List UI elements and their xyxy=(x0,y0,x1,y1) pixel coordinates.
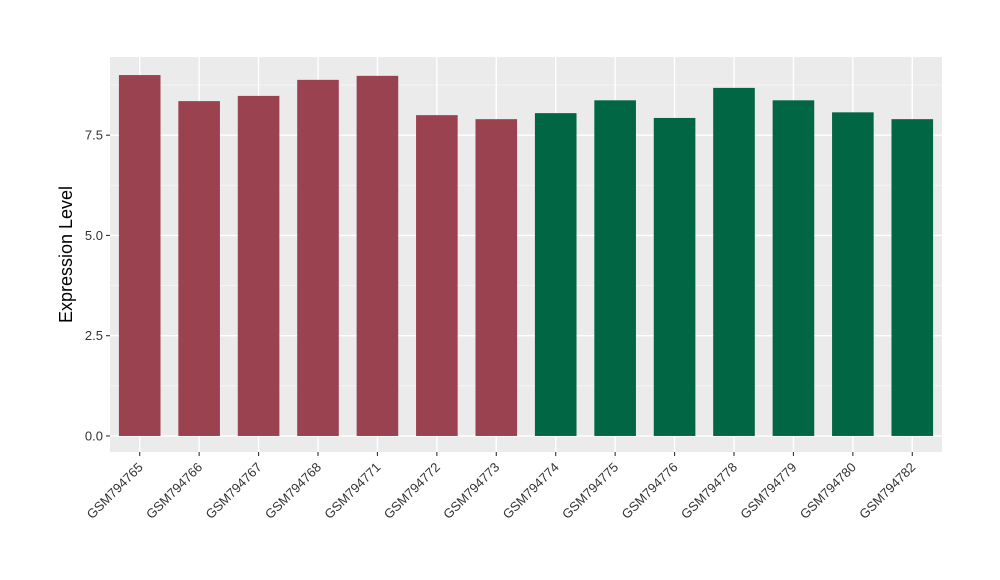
bar-gsm794775 xyxy=(594,100,636,436)
bar-gsm794771 xyxy=(356,75,399,436)
x-tick-label: GSM794776 xyxy=(618,460,680,522)
bar-gsm794778 xyxy=(713,87,755,436)
bar-gsm794765 xyxy=(118,75,161,436)
y-tick-label: 0.0 xyxy=(85,428,103,443)
x-tick-label: GSM794775 xyxy=(559,460,621,522)
bar-gsm794782 xyxy=(891,119,934,436)
bar-gsm794772 xyxy=(416,115,458,436)
x-tick-label: GSM794773 xyxy=(440,460,502,522)
bar-gsm794780 xyxy=(832,112,874,436)
x-tick-label: GSM794771 xyxy=(321,460,383,522)
bar-gsm794768 xyxy=(297,79,339,436)
y-axis-title: Expression Level xyxy=(56,186,76,323)
plot-panel xyxy=(110,57,942,452)
bar-gsm794767 xyxy=(237,95,280,436)
x-tick-label: GSM794782 xyxy=(856,460,918,522)
bar-gsm794776 xyxy=(653,117,696,436)
y-tick-label: 7.5 xyxy=(85,128,103,143)
x-tick-label: GSM794767 xyxy=(202,460,264,522)
bar-gsm794774 xyxy=(534,113,577,436)
y-tick-label: 5.0 xyxy=(85,228,103,243)
y-tick-label: 2.5 xyxy=(85,328,103,343)
y-axis: 0.0 2.5 5.0 7.5 xyxy=(85,128,110,443)
x-tick-label: GSM794779 xyxy=(737,460,799,522)
x-axis: GSM794765GSM794766GSM794767GSM794768GSM7… xyxy=(84,452,918,522)
bar-gsm794773 xyxy=(475,119,518,436)
x-tick-label: GSM794766 xyxy=(143,460,205,522)
bars xyxy=(118,75,934,436)
x-tick-label: GSM794765 xyxy=(84,460,146,522)
bar-gsm794779 xyxy=(772,100,815,436)
bar-gsm794766 xyxy=(178,101,220,436)
x-tick-label: GSM794778 xyxy=(678,460,740,522)
x-tick-label: GSM794768 xyxy=(262,460,324,522)
x-tick-label: GSM794772 xyxy=(381,460,443,522)
x-tick-label: GSM794774 xyxy=(500,460,562,522)
x-tick-label: GSM794780 xyxy=(797,460,859,522)
